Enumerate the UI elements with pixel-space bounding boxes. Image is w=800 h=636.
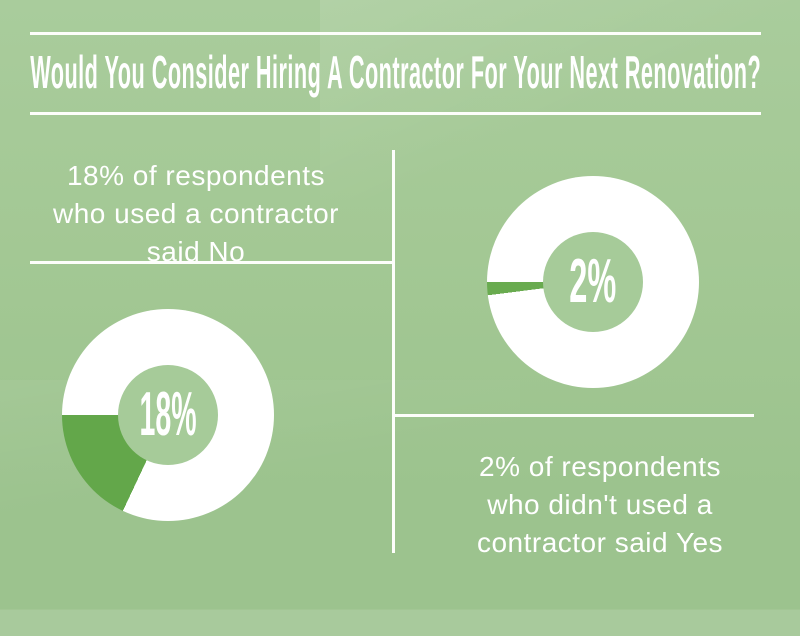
donut-chart-2-percent: 2% [487,176,699,388]
panel-divider [392,150,395,553]
caption-line: 2% of respondents [479,451,721,482]
page-title: Would You Consider Hiring A Contractor F… [30,46,762,98]
donut-center-label: 2% [569,247,617,316]
donut-hole: 18% [118,365,218,465]
donut-hole: 2% [543,232,643,332]
caption-line: contractor said Yes [476,527,724,558]
header-bottom-rule [30,112,761,115]
caption-line: 18% of respondents [66,160,326,191]
right-caption-overline [392,414,754,417]
left-donut-caption: 18% of respondents who used a contractor… [0,157,392,271]
right-donut-caption: 2% of respondents who didn't used a cont… [400,448,800,562]
left-caption-underline [30,261,392,264]
donut-center-label: 18% [139,380,197,449]
header: Would You Consider Hiring A Contractor F… [30,44,761,100]
donut-chart-18-percent: 18% [62,309,274,521]
caption-line: said No [146,236,246,267]
caption-line: who used a contractor [53,198,339,229]
header-top-rule [30,32,761,35]
caption-line: who didn't used a [487,489,713,520]
